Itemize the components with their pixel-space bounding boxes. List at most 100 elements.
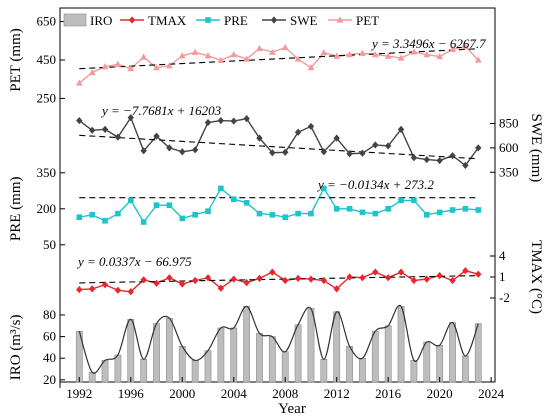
iro-bar xyxy=(307,308,315,383)
pre-point xyxy=(475,207,482,213)
pet-point xyxy=(230,51,238,58)
pre-point xyxy=(140,219,147,225)
iro-bar xyxy=(268,336,276,383)
swe-point xyxy=(475,144,482,152)
pet-point xyxy=(294,55,302,62)
iro-bar xyxy=(140,358,148,383)
y-tick-label: 650 xyxy=(37,14,57,29)
axis-title-swe: SWE (mm) xyxy=(528,114,544,183)
pet-point xyxy=(178,52,186,59)
panel-tmax: y = 0.0337x − 66.975 xyxy=(76,254,482,296)
axis-title-iro: IRO (m³/s) xyxy=(8,315,24,381)
pre-point xyxy=(89,212,95,218)
tmax-point xyxy=(140,276,147,284)
panel-swe: y = −7.7681x + 16203 xyxy=(76,103,482,170)
pet-point xyxy=(320,49,328,56)
legend-item-swe: SWE xyxy=(262,13,318,28)
pet-point xyxy=(101,63,109,70)
legend-item-iro: IRO xyxy=(63,13,112,28)
swe-point xyxy=(320,148,328,156)
pre-point xyxy=(385,206,391,212)
swe-equation: y = −7.7681x + 16203 xyxy=(100,103,222,118)
tmax-point xyxy=(372,268,379,276)
tmax-point xyxy=(269,268,276,276)
y-tick-label: 600 xyxy=(499,140,519,155)
tmax-point xyxy=(307,275,315,283)
tmax-point xyxy=(449,276,456,285)
swe-point xyxy=(462,161,469,170)
pre-point xyxy=(282,214,289,220)
legend-label: IRO xyxy=(90,13,112,28)
tmax-equation: y = 0.0337x − 66.975 xyxy=(76,254,192,269)
pet-point xyxy=(474,56,482,63)
tmax-point xyxy=(243,279,250,287)
x-tick-label: 2024 xyxy=(478,386,505,401)
iro-bar xyxy=(217,327,225,383)
swe-point xyxy=(307,122,315,131)
iro-bar xyxy=(153,323,160,383)
pre-point xyxy=(153,202,160,208)
tmax-point xyxy=(179,280,186,288)
swe-point xyxy=(346,150,353,158)
tmax-point xyxy=(282,276,289,285)
plot-layer: y = 3.3496x − 6267.7 y = −7.7681x + 16203… xyxy=(75,36,486,383)
pet-point xyxy=(449,45,456,53)
pre-point xyxy=(449,207,456,213)
axis-layer: 1992 1996 2000 2004 2008 2012 2016 2020 20242504… xyxy=(8,13,544,401)
tmax-point xyxy=(217,284,225,292)
iro-bar xyxy=(436,344,444,383)
legend-label: TMAX xyxy=(148,13,187,28)
iro-bar xyxy=(449,322,456,383)
y-tick-label: 350 xyxy=(499,164,519,179)
x-tick-label: 2000 xyxy=(169,386,195,401)
panel-iro xyxy=(75,304,482,383)
swe-point xyxy=(153,132,160,140)
pre-point xyxy=(398,197,404,204)
y-tick-label: 850 xyxy=(499,116,519,131)
pre-point xyxy=(333,206,340,212)
x-axis-title: Year xyxy=(278,401,306,417)
iro-bar xyxy=(256,333,263,383)
tmax-point xyxy=(114,286,122,294)
iro-bar xyxy=(243,306,251,383)
swe-point xyxy=(410,154,418,162)
swe-point xyxy=(269,149,276,157)
swe-point xyxy=(243,115,250,123)
iro-bar xyxy=(320,358,328,383)
pet-point xyxy=(384,52,392,59)
y-tick-label: 40 xyxy=(43,350,56,365)
pre-point xyxy=(230,196,237,202)
tmax-trend-line xyxy=(79,275,479,284)
pre-point xyxy=(192,212,198,218)
pre-point xyxy=(205,208,211,214)
iro-bar xyxy=(462,355,469,383)
pet-point xyxy=(127,65,135,72)
legend-marker xyxy=(270,16,278,24)
x-tick-label: 2004 xyxy=(221,386,248,401)
swe-line xyxy=(78,116,479,167)
tmax-point xyxy=(294,274,302,282)
pet-point xyxy=(191,48,199,55)
pet-point xyxy=(281,43,289,51)
pet-point xyxy=(217,56,225,63)
iro-bar xyxy=(333,311,341,383)
pet-point xyxy=(410,48,418,55)
swe-point xyxy=(191,146,199,154)
axis-title-pre: PRE (mm) xyxy=(8,177,24,242)
pre-point xyxy=(256,210,263,217)
y-tick-label: 450 xyxy=(37,52,57,67)
swe-point xyxy=(179,148,186,156)
x-tick-label: 2016 xyxy=(375,386,402,401)
swe-trend-line xyxy=(79,134,479,160)
pet-point xyxy=(346,51,353,58)
tmax-point xyxy=(384,274,392,282)
axis-title-tmax: TMAX (°C) xyxy=(528,240,544,314)
tmax-point xyxy=(153,279,160,287)
iro-bar xyxy=(384,325,392,383)
y-tick-label: -2 xyxy=(499,290,510,305)
pre-point xyxy=(179,215,186,222)
legend-label: SWE xyxy=(290,13,318,28)
x-tick-label: 2020 xyxy=(427,386,453,401)
pet-point xyxy=(140,53,148,60)
swe-point xyxy=(127,114,134,122)
